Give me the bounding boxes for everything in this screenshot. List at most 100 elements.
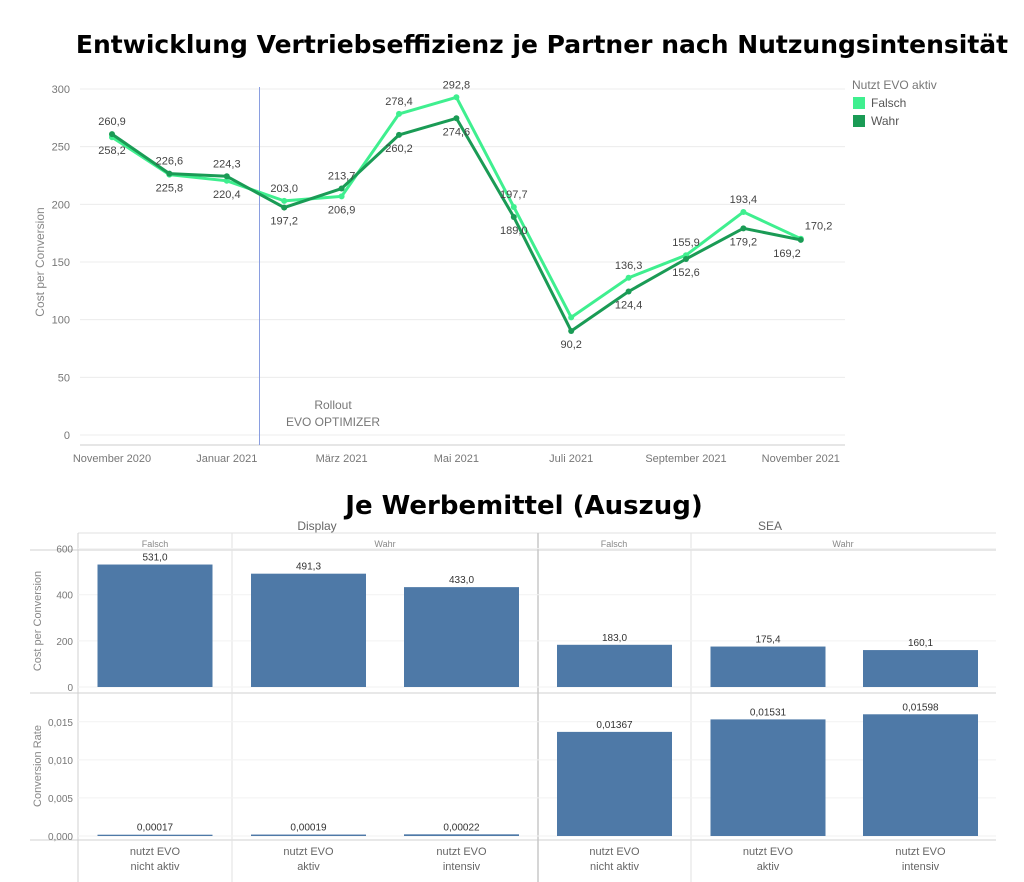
data-point	[281, 204, 288, 211]
data-point	[338, 193, 345, 200]
category-label-line-2: intensiv	[902, 861, 940, 873]
bar-value-label: 433,0	[449, 575, 474, 586]
sub-header: Wahr	[374, 539, 395, 549]
data-label: 155,9	[672, 237, 700, 249]
data-label: 260,2	[385, 143, 413, 155]
bar	[97, 564, 213, 687]
y-tick-label: 150	[52, 257, 70, 269]
y-tick-label: 0,005	[48, 794, 73, 805]
bar-value-label: 183,0	[602, 633, 627, 644]
data-label: 292,8	[443, 79, 471, 91]
data-label: 152,6	[672, 267, 700, 279]
y-tick-label: 600	[56, 545, 73, 556]
chart-title: Entwicklung Vertriebseffizienz je Partne…	[75, 30, 1009, 59]
data-point	[625, 274, 632, 281]
line-chart: 0 50 100 150 200 250 300 Cost per Conversion Nov…	[33, 78, 937, 465]
x-tick-label: November 2021	[762, 453, 840, 465]
bar-value-label: 0,00019	[290, 823, 327, 834]
bar	[97, 834, 213, 836]
sub-header: Falsch	[601, 539, 628, 549]
chart-subtitle: Je Werbemittel (Auszug)	[345, 491, 703, 521]
bar-value-label: 0,01598	[902, 702, 939, 713]
x-tick-label: März 2021	[316, 453, 368, 465]
data-point	[223, 177, 230, 184]
y-tick-label: 250	[52, 142, 70, 154]
bar-value-label: 531,0	[142, 553, 167, 564]
x-tick-label: Juli 2021	[549, 453, 593, 465]
data-label: 260,9	[98, 116, 126, 128]
data-point	[510, 203, 517, 210]
data-label: 136,3	[615, 260, 643, 272]
series-line-wahr	[111, 116, 802, 333]
annotation-line-2: EVO OPTIMIZER	[286, 415, 380, 429]
data-point	[797, 236, 804, 243]
data-point	[510, 214, 517, 221]
y-tick-label: 200	[56, 637, 73, 648]
legend-swatch	[853, 97, 865, 109]
category-label-line-2: aktiv	[757, 861, 780, 873]
bar-value-label: 0,01531	[750, 707, 787, 718]
data-point	[740, 208, 747, 215]
group-header: SEA	[758, 520, 782, 533]
bar	[251, 834, 366, 836]
bar	[404, 834, 519, 836]
bar-value-label: 175,4	[755, 635, 780, 646]
y-tick-label: 0,010	[48, 756, 73, 767]
legend-entry: Wahr	[871, 114, 899, 128]
y-tick-label: 100	[52, 315, 70, 327]
data-point	[625, 288, 632, 295]
data-point	[223, 173, 230, 180]
bar	[557, 731, 672, 836]
bar	[710, 719, 826, 836]
data-label: 274,6	[443, 126, 471, 138]
y-tick-label: 0	[64, 430, 70, 442]
bar-value-label: 160,1	[908, 638, 933, 649]
data-label: 193,4	[730, 194, 758, 206]
category-label-line-2: nicht aktiv	[131, 861, 180, 873]
data-point	[453, 115, 460, 122]
category-label-line-1: nutzt EVO	[895, 846, 946, 858]
bar-value-label: 491,3	[296, 562, 321, 573]
category-label-line-2: aktiv	[297, 861, 320, 873]
data-label: 179,2	[730, 236, 758, 248]
data-point	[396, 110, 402, 117]
category-label-line-1: nutzt EVO	[743, 846, 794, 858]
y-axis-label: Cost per Conversion	[32, 571, 44, 671]
x-tick-label: November 2020	[73, 453, 151, 465]
category-label-line-1: nutzt EVO	[283, 846, 334, 858]
data-label: 278,4	[385, 96, 413, 108]
legend-entry: Falsch	[871, 96, 906, 110]
x-tick-label: Mai 2021	[434, 453, 479, 465]
data-point	[568, 314, 575, 321]
bar	[710, 646, 826, 687]
data-label: 189,0	[500, 225, 528, 237]
y-tick-label: 50	[58, 372, 70, 384]
legend-swatch	[853, 115, 865, 127]
bar-value-label: 0,01367	[596, 720, 633, 731]
data-label: 258,2	[98, 145, 126, 157]
bar	[863, 650, 978, 687]
data-label: 226,6	[156, 156, 184, 168]
data-point	[453, 94, 460, 101]
data-label: 224,3	[213, 158, 241, 170]
bar-value-label: 0,00017	[137, 823, 174, 834]
category-label-line-2: nicht aktiv	[590, 861, 639, 873]
annotation-line-1: Rollout	[314, 398, 352, 412]
data-label: 203,0	[270, 183, 298, 195]
y-axis-label: Conversion Rate	[32, 725, 44, 807]
data-point	[740, 225, 747, 232]
y-tick-label: 400	[56, 591, 73, 602]
x-tick-label: Januar 2021	[196, 453, 257, 465]
bar	[557, 644, 672, 687]
y-tick-label: 200	[52, 199, 70, 211]
data-point	[683, 256, 689, 263]
data-point	[166, 170, 173, 177]
data-point	[109, 131, 115, 138]
bar-value-label: 0,00022	[443, 822, 480, 833]
bar	[404, 587, 519, 687]
data-label: 170,2	[805, 221, 833, 233]
data-label: 124,4	[615, 300, 643, 312]
data-label: 213,7	[328, 171, 356, 183]
y-axis-label: Cost per Conversion	[33, 207, 47, 316]
data-label: 197,7	[500, 189, 528, 201]
